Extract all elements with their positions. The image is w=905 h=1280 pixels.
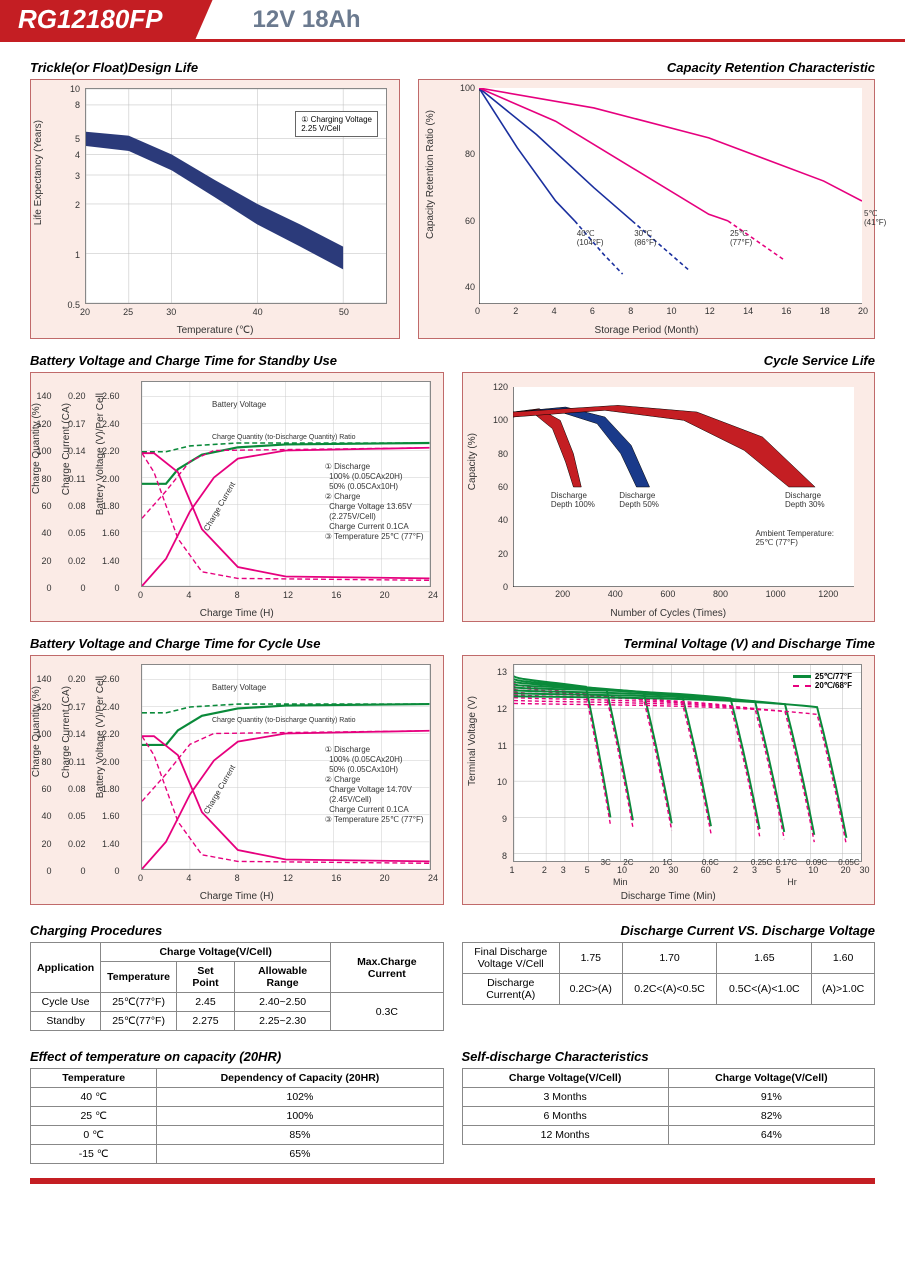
panel-title-cyclelife: Cycle Service Life <box>462 353 876 368</box>
header-bar: RG12180FP 12V 18Ah <box>0 0 905 42</box>
chart-trickle: 0.5123458102025304050① Charging Voltage … <box>30 79 400 339</box>
table-charging: ApplicationCharge Voltage(V/Cell)Max.Cha… <box>30 942 444 1031</box>
table-selfdis: Charge Voltage(V/Cell)Charge Voltage(V/C… <box>462 1068 876 1145</box>
panel-title-terminal: Terminal Voltage (V) and Discharge Time <box>462 636 876 651</box>
chart-retention: 4060801000246810121416182040℃ (104°F)30℃… <box>418 79 875 339</box>
table-title-charging: Charging Procedures <box>30 923 444 938</box>
panel-title-standby: Battery Voltage and Charge Time for Stan… <box>30 353 444 368</box>
model-badge: RG12180FP <box>0 0 213 39</box>
table-title-selfdis: Self-discharge Characteristics <box>462 1049 876 1064</box>
panel-title-trickle: Trickle(or Float)Design Life <box>30 60 400 75</box>
table-title-discharge: Discharge Current VS. Discharge Voltage <box>462 923 876 938</box>
table-discharge: Final Discharge Voltage V/Cell1.751.701.… <box>462 942 876 1005</box>
panel-title-retention: Capacity Retention Characteristic <box>418 60 875 75</box>
table-title-tempcap: Effect of temperature on capacity (20HR) <box>30 1049 444 1064</box>
table-tempcap: TemperatureDependency of Capacity (20HR)… <box>30 1068 444 1164</box>
chart-cyclelife: 02040608010012020040060080010001200Disch… <box>462 372 876 622</box>
spec-text: 12V 18Ah <box>253 6 361 34</box>
chart-terminal: 8910111213123510203060235102030MinHr3C2C… <box>462 655 876 905</box>
footer-bar <box>30 1178 875 1184</box>
chart-standby: 0481216202402040608010012014000.020.050.… <box>30 372 444 622</box>
panel-title-cycle: Battery Voltage and Charge Time for Cycl… <box>30 636 444 651</box>
chart-cycle: 0481216202402040608010012014000.020.050.… <box>30 655 444 905</box>
